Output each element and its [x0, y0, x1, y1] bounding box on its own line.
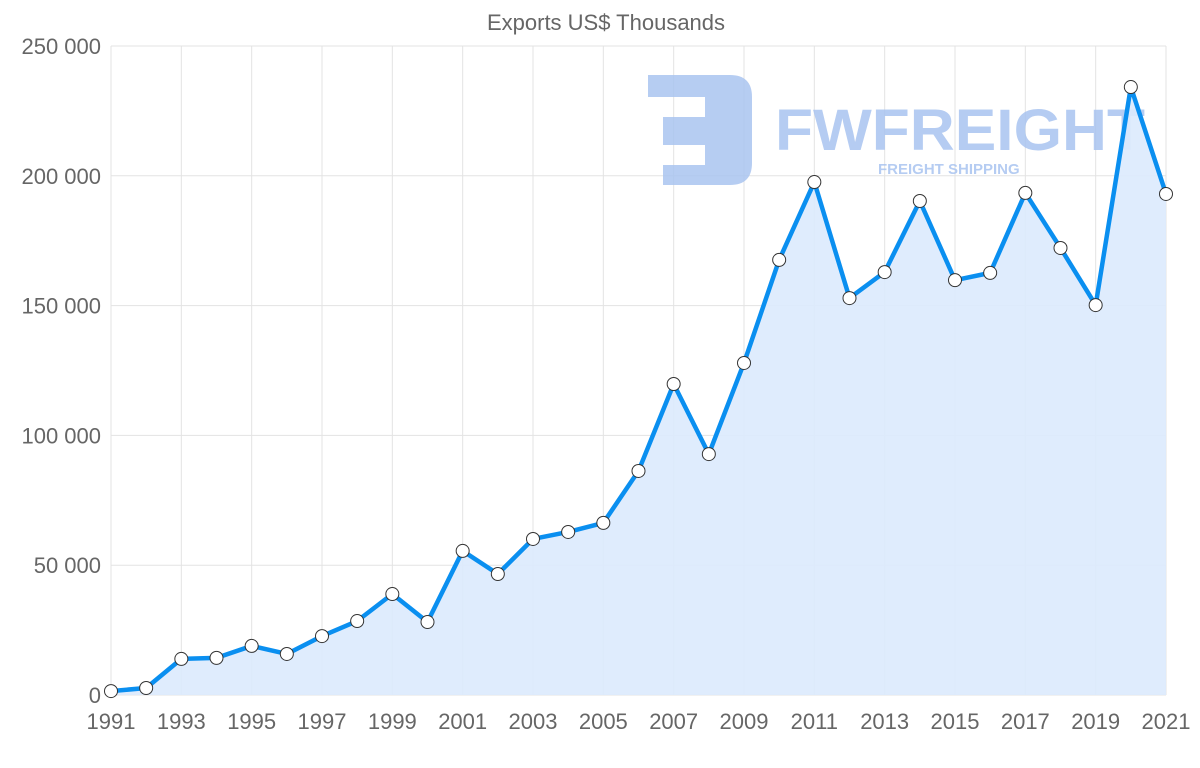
data-point-2006[interactable] [631, 463, 646, 478]
data-point-2020[interactable] [1123, 80, 1138, 95]
x-tick-label: 1997 [298, 709, 347, 734]
data-point-1992[interactable] [139, 680, 154, 695]
data-point-2004[interactable] [561, 524, 576, 539]
fwfreight-watermark-logo: FWFREIGHT FREIGHT SHIPPING [648, 75, 1145, 185]
x-tick-label: 2007 [649, 709, 698, 734]
y-tick-label: 250 000 [21, 34, 101, 59]
x-tick-label: 2001 [438, 709, 487, 734]
data-point-1998[interactable] [350, 614, 365, 629]
svg-text:FREIGHT SHIPPING: FREIGHT SHIPPING [878, 161, 1020, 178]
data-point-2011[interactable] [807, 175, 822, 190]
x-tick-label: 1999 [368, 709, 417, 734]
area-fill [111, 87, 1166, 696]
data-point-2017[interactable] [1018, 185, 1033, 200]
data-point-2010[interactable] [772, 252, 787, 267]
x-tick-label: 2009 [720, 709, 769, 734]
data-point-1993[interactable] [174, 651, 189, 666]
y-tick-label: 100 000 [21, 423, 101, 448]
x-tick-label: 2021 [1142, 709, 1191, 734]
data-point-1991[interactable] [104, 684, 118, 699]
x-tick-label: 2005 [579, 709, 628, 734]
y-tick-label: 200 000 [21, 164, 101, 189]
y-tick-label: 50 000 [34, 553, 101, 578]
data-point-2021[interactable] [1159, 186, 1173, 201]
data-point-2002[interactable] [490, 567, 505, 582]
x-tick-label: 2015 [931, 709, 980, 734]
data-point-2012[interactable] [842, 291, 857, 306]
y-tick-label: 0 [89, 683, 101, 708]
data-point-2008[interactable] [701, 447, 716, 462]
x-tick-label: 1991 [87, 709, 136, 734]
data-point-1999[interactable] [385, 587, 400, 602]
data-point-1997[interactable] [315, 629, 329, 644]
data-point-2015[interactable] [948, 273, 962, 288]
data-point-2001[interactable] [455, 543, 470, 558]
x-tick-label: 2019 [1071, 709, 1120, 734]
x-tick-label: 2017 [1001, 709, 1050, 734]
y-tick-label: 150 000 [21, 294, 101, 319]
x-tick-label: 2013 [860, 709, 909, 734]
data-point-1996[interactable] [279, 646, 294, 661]
chart-title: Exports US$ Thousands [487, 10, 725, 35]
data-point-2007[interactable] [666, 376, 681, 391]
x-tick-label: 2011 [791, 709, 838, 734]
data-point-2005[interactable] [596, 515, 611, 530]
data-point-2019[interactable] [1088, 298, 1103, 313]
data-point-2000[interactable] [420, 615, 435, 630]
data-point-1994[interactable] [209, 650, 224, 665]
data-point-2016[interactable] [983, 265, 998, 280]
x-tick-label: 1993 [157, 709, 206, 734]
data-point-2009[interactable] [737, 355, 751, 370]
svg-text:FWFREIGHT: FWFREIGHT [775, 98, 1145, 163]
data-point-2003[interactable] [526, 531, 540, 546]
data-point-2014[interactable] [912, 193, 927, 208]
data-point-1995[interactable] [244, 638, 259, 653]
data-point-2013[interactable] [877, 265, 892, 280]
data-point-2018[interactable] [1053, 240, 1068, 255]
x-tick-label: 1995 [227, 709, 276, 734]
x-tick-label: 2003 [509, 709, 558, 734]
